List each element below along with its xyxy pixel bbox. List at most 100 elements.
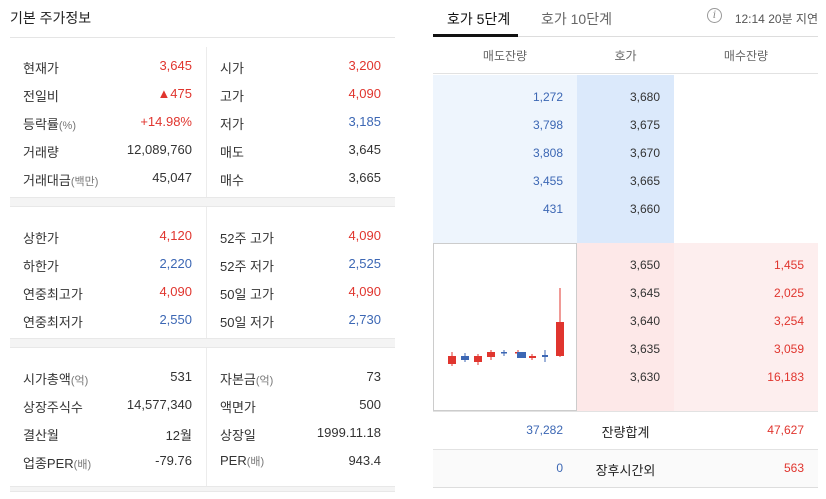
info-label-text: 매도 (220, 145, 244, 160)
info-unit: (%) (58, 120, 76, 132)
info-value: 500 (359, 397, 381, 412)
orderbook-tabs: 호가 5단계 호가 10단계 i 12:14 20분 지연 (433, 0, 818, 37)
info-row: 하한가 2,220 52주 저가 2,525 (10, 250, 395, 278)
info-label: 현재가 (23, 58, 59, 77)
info-label: 50일 저가 (220, 312, 274, 331)
column-divider (206, 348, 207, 488)
info-value: 4,090 (348, 284, 381, 299)
info-value: -79.76 (155, 453, 192, 468)
divider (433, 487, 818, 488)
section-divider (10, 338, 395, 348)
ask-qty[interactable]: 3,455 (532, 174, 563, 188)
tab-5-levels[interactable]: 호가 5단계 (447, 11, 511, 27)
candle (501, 352, 507, 354)
info-label-text: 시가총액 (23, 372, 71, 387)
ask-price[interactable]: 3,680 (629, 90, 660, 104)
ask-qty[interactable]: 3,798 (532, 118, 563, 132)
info-unit: (억) (70, 375, 89, 387)
info-label: 상장주식수 (23, 397, 83, 416)
bid-qty[interactable]: 2,025 (773, 286, 804, 300)
info-label-text: 자본금 (220, 372, 256, 387)
info-label: 자본금(억) (220, 369, 273, 388)
info-value: +14.98% (140, 114, 192, 129)
info-label: 전일비 (23, 86, 59, 105)
column-divider (206, 207, 207, 340)
delay-notice: 12:14 20분 지연 (734, 12, 818, 26)
info-value: 1999.11.18 (316, 425, 381, 440)
candle (556, 322, 564, 356)
candle (529, 356, 536, 358)
total-label: 잔량합계 (601, 425, 650, 440)
price-section: 현재가 3,645 시가 3,200 전일비 ▲475 고가 4,090 등락률(%) +14.9… (10, 47, 395, 197)
info-label-text: 업종PER (23, 456, 74, 471)
ask-qty[interactable]: 3,808 (532, 146, 563, 160)
info-label-text: 연중최저가 (23, 315, 83, 330)
info-row: 결산월 12월 상장일 1999.11.18 (10, 419, 395, 447)
info-value: 12월 (165, 428, 192, 443)
section-divider (10, 197, 395, 207)
candle (542, 355, 548, 357)
info-value: 4,090 (348, 228, 381, 243)
orderbook-panel: 호가 5단계 호가 10단계 i 12:14 20분 지연 매도잔량 호가 매수… (433, 0, 818, 499)
info-row: 연중최저가 2,550 50일 저가 2,730 (10, 306, 395, 334)
info-label-text: 고가 (220, 89, 244, 104)
info-row: 전일비 ▲475 고가 4,090 (10, 80, 395, 108)
info-label: 매수 (220, 170, 244, 189)
ask-qty[interactable]: 431 (542, 202, 563, 216)
total-remaining-row: 37,282 잔량합계 47,627 (433, 411, 818, 449)
ask-price-column (577, 75, 674, 243)
bid-qty[interactable]: 16,183 (767, 370, 804, 384)
candle (448, 356, 456, 364)
info-label: 등락률(%) (23, 114, 76, 133)
bid-qty[interactable]: 3,059 (773, 342, 804, 356)
info-label-text: 52주 저가 (220, 259, 274, 274)
bid-price[interactable]: 3,630 (629, 370, 660, 384)
panel-title: 기본 주가정보 (10, 10, 92, 26)
bid-price[interactable]: 3,650 (629, 258, 660, 272)
info-label: 매도 (220, 142, 244, 161)
info-label-text: 전일비 (23, 89, 59, 104)
bid-price[interactable]: 3,640 (629, 314, 660, 328)
info-label-text: 상한가 (23, 231, 59, 246)
ask-qty[interactable]: 1,272 (532, 90, 563, 104)
column-divider (206, 47, 207, 197)
info-row: 상장주식수 14,577,340 액면가 500 (10, 391, 395, 419)
candle-chart-svg (448, 288, 564, 366)
info-label-text: PER (220, 453, 247, 468)
info-unit: (억) (255, 375, 274, 387)
info-label: 거래대금(백만) (23, 170, 98, 189)
ask-price[interactable]: 3,675 (629, 118, 660, 132)
info-label-text: 매수 (220, 173, 244, 188)
active-tab-indicator (433, 34, 518, 37)
info-value: 3,645 (159, 58, 192, 73)
info-value: 2,730 (348, 312, 381, 327)
info-label: 거래량 (23, 142, 59, 161)
info-label-text: 상장주식수 (23, 400, 83, 415)
info-value: 45,047 (152, 170, 192, 185)
info-value: 4,120 (159, 228, 192, 243)
range-section: 상한가 4,120 52주 고가 4,090 하한가 2,220 52주 저가 2,525 연중… (10, 207, 395, 340)
info-label: 시가총액(억) (23, 369, 88, 388)
ask-price[interactable]: 3,660 (629, 202, 660, 216)
tab-10-levels[interactable]: 호가 10단계 (541, 11, 612, 27)
info-value: 3,665 (348, 170, 381, 185)
mini-candle-chart (433, 243, 577, 411)
ask-price[interactable]: 3,670 (629, 146, 660, 160)
bid-price[interactable]: 3,635 (629, 342, 660, 356)
info-icon[interactable]: i (707, 8, 722, 23)
ask-price[interactable]: 3,665 (629, 174, 660, 188)
info-label: 결산월 (23, 425, 59, 444)
info-label-text: 거래량 (23, 145, 59, 160)
info-label: 연중최저가 (23, 312, 83, 331)
info-label-text: 거래대금 (23, 173, 71, 188)
info-value: 3,185 (348, 114, 381, 129)
bid-price[interactable]: 3,645 (629, 286, 660, 300)
bid-qty[interactable]: 1,455 (773, 258, 804, 272)
basic-stock-info-panel: 기본 주가정보 현재가 3,645 시가 3,200 전일비 ▲475 고가 4,090 등락률… (0, 0, 395, 499)
bid-qty[interactable]: 3,254 (773, 314, 804, 328)
info-label: 업종PER(배) (23, 453, 91, 472)
orderbook-header: 매도잔량 호가 매수잔량 (433, 37, 818, 74)
candle (461, 356, 469, 360)
info-label-text: 등락률 (23, 117, 59, 132)
info-label: 시가 (220, 58, 244, 77)
